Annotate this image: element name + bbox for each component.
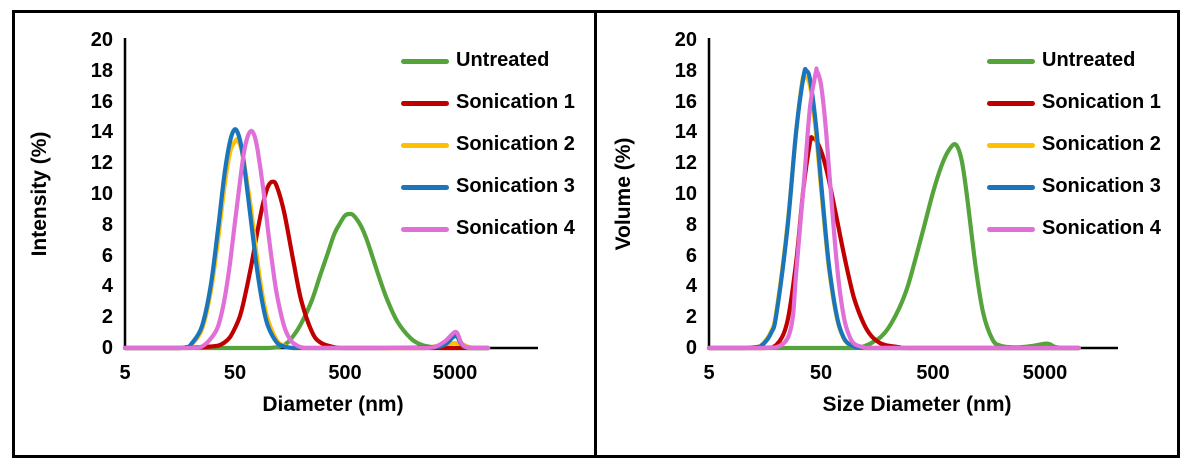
volume-chart-x-axis-title: Size Diameter (nm): [822, 393, 1012, 416]
intensity-chart-legend-swatch-sonication-1: [401, 100, 449, 106]
intensity-chart-y-tick-label: 2: [101, 306, 113, 329]
intensity-chart-y-tick-label: 6: [101, 244, 113, 267]
intensity-chart-legend-label-sonication-2: Sonication 2: [456, 133, 575, 155]
volume-chart-legend-label-sonication-1: Sonication 1: [1042, 91, 1161, 113]
intensity-chart-x-tick-label: 500: [328, 362, 362, 384]
intensity-chart-curve-sonication-1: [122, 179, 491, 351]
volume-chart-legend-label-sonication-2: Sonication 2: [1042, 133, 1161, 155]
intensity-chart-legend-swatch-sonication-2: [401, 142, 449, 148]
intensity-chart-curve-untreated: [122, 211, 491, 351]
intensity-chart-y-axis-title: Intensity (%): [28, 131, 51, 257]
volume-chart-y-axis-title: Volume (%): [612, 137, 635, 251]
intensity-chart-legend-swatch-sonication-4: [401, 226, 449, 232]
volume-chart-y-tick-label: 12: [674, 152, 697, 175]
panel-divider: [594, 10, 597, 458]
volume-chart-curve-sonication-4: [706, 66, 1081, 351]
volume-chart-legend-swatch-sonication-2: [987, 142, 1035, 148]
volume-chart-x-tick-label: 500: [916, 362, 950, 384]
volume-chart-y-tick-label: 16: [674, 90, 697, 113]
intensity-chart-y-tick-label: 0: [101, 337, 113, 359]
volume-chart-y-tick-label: 8: [685, 213, 697, 236]
volume-chart-legend-label-sonication-3: Sonication 3: [1042, 175, 1161, 197]
volume-chart-x-tick-label: 50: [809, 362, 833, 384]
volume-chart-y-tick-label: 6: [685, 244, 697, 267]
intensity-chart-y-tick-label: 10: [90, 183, 113, 205]
intensity-chart-y-tick-label: 16: [90, 90, 113, 113]
volume-chart-y-tick-label: 10: [674, 183, 697, 205]
intensity-chart-y-tick-label: 18: [90, 59, 113, 82]
volume-chart-legend-label-sonication-4: Sonication 4: [1042, 217, 1161, 239]
volume-chart-curve-untreated: [706, 142, 1081, 351]
volume-chart-x-tick-label: 5000: [1022, 362, 1068, 384]
volume-chart-legend-swatch-sonication-4: [987, 226, 1035, 232]
volume-chart-legend-swatch-untreated: [987, 58, 1035, 64]
volume-chart-y-tick-label: 18: [674, 59, 697, 82]
intensity-chart-y-tick-label: 20: [90, 29, 113, 51]
intensity-chart-legend-label-sonication-3: Sonication 3: [456, 175, 575, 197]
intensity-chart-x-tick-label: 5: [119, 362, 131, 384]
intensity-chart-x-tick-label: 50: [223, 362, 247, 384]
volume-chart-y-tick-label: 0: [685, 337, 697, 359]
intensity-chart-y-tick-label: 14: [90, 121, 113, 144]
intensity-chart-legend-swatch-untreated: [401, 58, 449, 64]
intensity-chart-curve-sonication-4: [122, 128, 491, 351]
volume-chart-x-tick-label: 5: [703, 362, 715, 384]
intensity-chart-y-tick-label: 12: [90, 152, 113, 175]
intensity-chart-legend-label-untreated: Untreated: [456, 49, 550, 71]
intensity-chart-legend-label-sonication-1: Sonication 1: [456, 91, 575, 113]
intensity-chart-x-tick-label: 5000: [432, 362, 478, 384]
intensity-chart-y-tick-label: 8: [101, 213, 113, 236]
intensity-chart-curve-sonication-3: [122, 127, 491, 351]
intensity-chart-x-axis-title: Diameter (nm): [262, 393, 404, 416]
volume-chart-curve-sonication-3: [706, 66, 1081, 351]
volume-chart-y-tick-label: 20: [674, 29, 697, 51]
volume-chart-legend-swatch-sonication-1: [987, 100, 1035, 106]
volume-chart-y-tick-label: 14: [674, 121, 697, 144]
volume-chart-legend-label-untreated: Untreated: [1042, 49, 1136, 71]
volume-chart-y-tick-label: 4: [685, 275, 697, 298]
intensity-chart-legend-label-sonication-4: Sonication 4: [456, 217, 575, 239]
volume-chart-curve-sonication-2: [706, 73, 1081, 351]
intensity-chart-legend-swatch-sonication-3: [401, 184, 449, 190]
intensity-chart-y-tick-label: 4: [101, 275, 113, 298]
volume-chart-legend-swatch-sonication-3: [987, 184, 1035, 190]
volume-chart-y-tick-label: 2: [685, 306, 697, 329]
